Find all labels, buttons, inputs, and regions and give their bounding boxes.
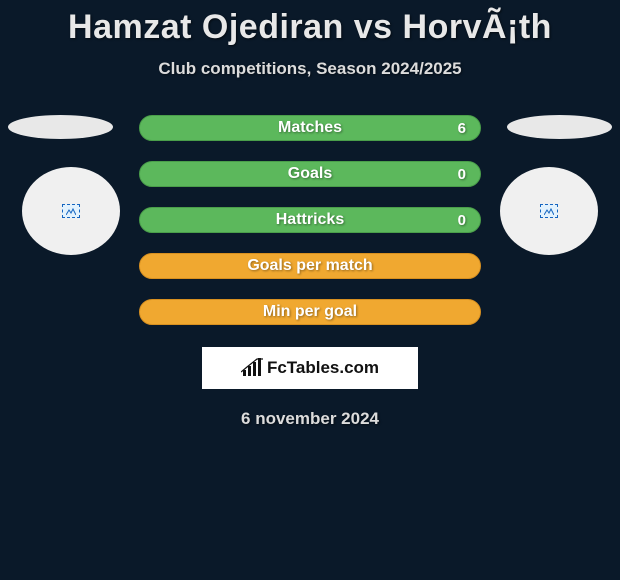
stats-area: Matches 6 Goals 0 Hattricks 0 Goals per … — [0, 115, 620, 325]
bar-chart-icon — [241, 358, 265, 378]
brand-text: FcTables.com — [267, 358, 379, 378]
stat-value: 0 — [458, 212, 466, 229]
subtitle: Club competitions, Season 2024/2025 — [0, 59, 620, 79]
stat-bar-matches: Matches 6 — [139, 115, 481, 141]
player-left-oval — [8, 115, 113, 139]
stat-bar-goals-per-match: Goals per match — [139, 253, 481, 279]
stat-bar-goals: Goals 0 — [139, 161, 481, 187]
image-placeholder-icon — [62, 204, 80, 218]
comparison-card: Hamzat Ojediran vs HorvÃ¡th Club competi… — [0, 0, 620, 429]
page-title: Hamzat Ojediran vs HorvÃ¡th — [0, 8, 620, 47]
image-placeholder-icon — [540, 204, 558, 218]
player-right-oval — [507, 115, 612, 139]
stat-label: Goals per match — [247, 257, 372, 275]
date-text: 6 november 2024 — [0, 409, 620, 429]
player-left-avatar — [22, 167, 120, 255]
stat-label: Min per goal — [263, 303, 357, 321]
brand-badge[interactable]: FcTables.com — [202, 347, 418, 389]
stat-value: 6 — [458, 120, 466, 137]
stat-label: Goals — [288, 165, 332, 183]
stat-value: 0 — [458, 166, 466, 183]
stat-bar-hattricks: Hattricks 0 — [139, 207, 481, 233]
stat-label: Hattricks — [276, 211, 344, 229]
player-right-avatar — [500, 167, 598, 255]
stat-label: Matches — [278, 119, 342, 137]
stat-bar-min-per-goal: Min per goal — [139, 299, 481, 325]
stat-rows: Matches 6 Goals 0 Hattricks 0 Goals per … — [139, 115, 481, 325]
